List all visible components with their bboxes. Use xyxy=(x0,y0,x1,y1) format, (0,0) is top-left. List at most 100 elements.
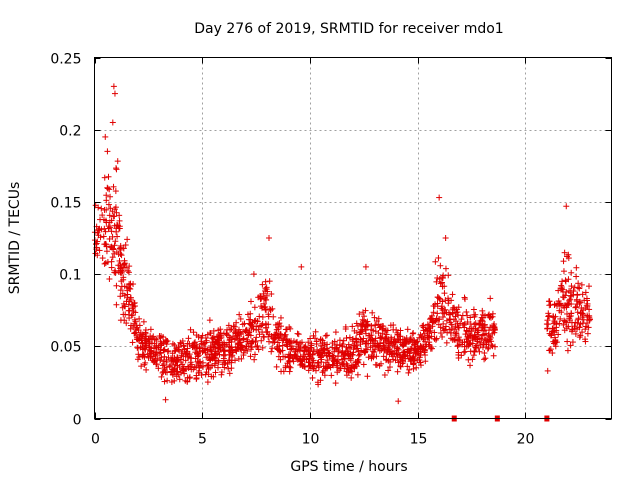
plot-frame xyxy=(94,57,612,419)
data-point xyxy=(277,330,284,337)
data-point xyxy=(99,212,106,219)
data-point xyxy=(361,313,368,320)
data-point xyxy=(240,336,247,343)
data-point xyxy=(326,353,333,360)
data-point xyxy=(469,356,476,363)
data-point xyxy=(435,321,442,328)
data-point xyxy=(410,360,417,367)
data-point xyxy=(113,166,120,173)
data-point xyxy=(360,335,367,342)
data-point xyxy=(226,357,233,364)
data-point xyxy=(138,363,145,370)
data-point xyxy=(169,340,176,347)
data-point xyxy=(354,371,361,378)
data-point xyxy=(256,313,263,320)
data-point xyxy=(375,321,382,328)
data-point xyxy=(306,362,313,369)
x-tick-label: 20 xyxy=(517,432,535,448)
data-point xyxy=(108,258,115,265)
x-tick-labels: 0 5 10 15 20 xyxy=(91,432,534,448)
data-point xyxy=(126,315,133,322)
data-point xyxy=(582,338,589,345)
data-point xyxy=(111,269,118,276)
data-point xyxy=(363,346,370,353)
data-point xyxy=(364,373,371,380)
data-point xyxy=(153,336,160,343)
data-point xyxy=(101,260,108,267)
data-point xyxy=(145,344,152,351)
data-point xyxy=(338,361,345,368)
data-point xyxy=(255,326,262,333)
data-point xyxy=(106,186,113,193)
data-point xyxy=(171,348,178,355)
data-point xyxy=(288,337,295,344)
data-point xyxy=(544,321,551,328)
data-point xyxy=(121,260,128,267)
data-point xyxy=(449,291,456,298)
data-point xyxy=(253,323,260,330)
data-point xyxy=(344,350,351,357)
data-point xyxy=(305,351,312,358)
data-point xyxy=(106,276,113,283)
data-point xyxy=(550,314,557,321)
data-point xyxy=(228,365,235,372)
data-point xyxy=(319,369,326,376)
data-point xyxy=(218,369,225,376)
data-point xyxy=(558,282,565,289)
data-point xyxy=(188,366,195,373)
data-point xyxy=(324,357,331,364)
data-point xyxy=(574,309,581,316)
data-point xyxy=(127,325,134,332)
data-point xyxy=(378,346,385,353)
data-point xyxy=(351,327,358,334)
data-point xyxy=(96,247,103,254)
data-point xyxy=(439,333,446,340)
data-point xyxy=(291,351,298,358)
data-point xyxy=(111,242,118,249)
data-point xyxy=(206,355,213,362)
data-point xyxy=(490,352,497,359)
data-point xyxy=(101,225,108,232)
data-point xyxy=(441,290,448,297)
data-point xyxy=(308,340,315,347)
data-point xyxy=(233,332,240,339)
data-point xyxy=(235,340,242,347)
data-point xyxy=(372,343,379,350)
data-point xyxy=(168,379,175,386)
data-point xyxy=(125,301,132,308)
data-point xyxy=(116,257,123,264)
data-point xyxy=(432,336,439,343)
data-point xyxy=(300,352,307,359)
data-point xyxy=(582,323,589,330)
data-point xyxy=(576,334,583,341)
data-point xyxy=(345,369,352,376)
data-point xyxy=(116,217,123,224)
data-point xyxy=(357,341,364,348)
data-point xyxy=(331,338,338,345)
data-point xyxy=(307,335,314,342)
data-point xyxy=(491,325,498,332)
data-point xyxy=(109,246,116,253)
data-point xyxy=(343,335,350,342)
data-point xyxy=(107,224,114,231)
data-point xyxy=(404,363,411,370)
data-point xyxy=(156,333,163,340)
data-point xyxy=(182,377,189,384)
data-point xyxy=(216,344,223,351)
data-point xyxy=(395,346,402,353)
data-point xyxy=(360,361,367,368)
data-point xyxy=(98,205,105,212)
data-point xyxy=(129,305,136,312)
data-point xyxy=(158,373,165,380)
data-point xyxy=(299,363,306,370)
data-point xyxy=(448,329,455,336)
data-point xyxy=(155,365,162,372)
data-point xyxy=(196,345,203,352)
data-point xyxy=(386,364,393,371)
data-point xyxy=(102,133,109,140)
data-point xyxy=(106,235,113,242)
data-point xyxy=(484,345,491,352)
data-point xyxy=(468,332,475,339)
data-point xyxy=(389,350,396,357)
data-point xyxy=(349,338,356,345)
